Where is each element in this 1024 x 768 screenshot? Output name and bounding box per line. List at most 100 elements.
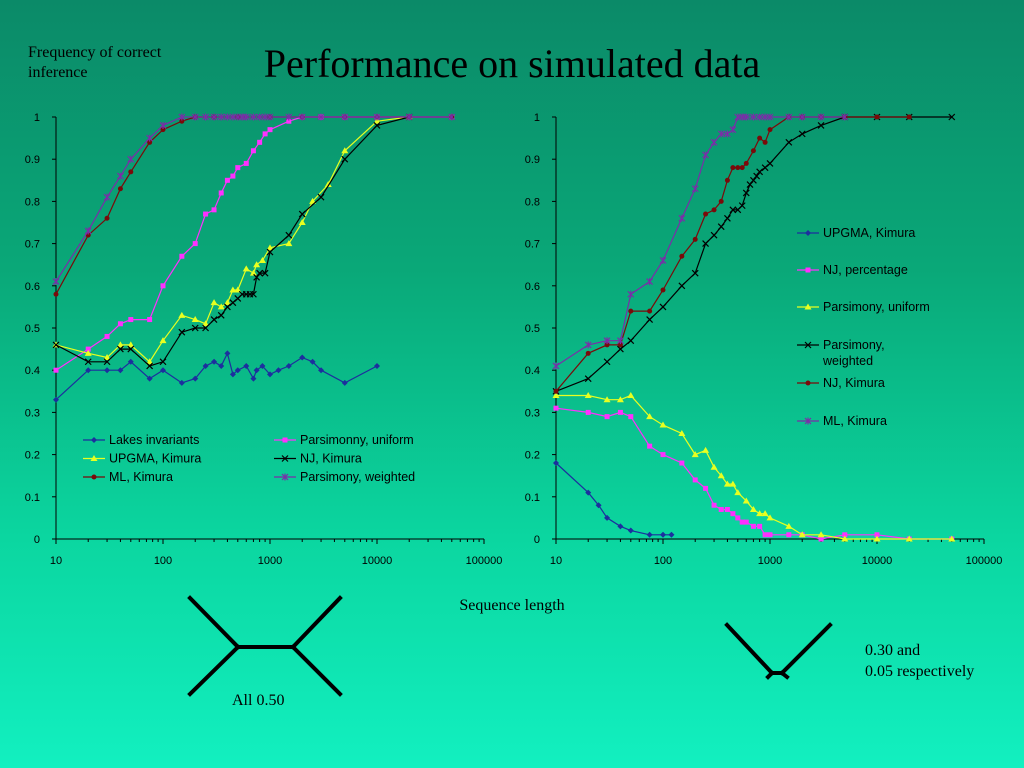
tree-diagram-skewed <box>724 622 833 680</box>
left-legend-ml-kimura-label: ML, Kimura <box>109 470 173 484</box>
left-series-lakes-invariants-point <box>192 375 199 382</box>
left-series-upgma-kimura-points <box>52 113 413 365</box>
left-series-nj-kimura-point <box>341 155 349 163</box>
left-series-upgma-kimura-point <box>341 147 349 154</box>
left-series-parsimonny-uniform-point <box>104 333 110 339</box>
left-series-nj-kimura-point <box>191 324 199 332</box>
left-series-parsimonny-uniform-point <box>224 177 230 183</box>
left-series-lakes-invariants-point <box>178 379 185 386</box>
x-axis-note: Sequence length <box>459 597 565 614</box>
left-series-parsimonny-uniform-point <box>203 211 209 217</box>
left-series-nj-kimura-point <box>84 358 92 366</box>
left-series-lakes-invariants-point <box>218 362 225 369</box>
left-series-parsimony-weighted-point <box>52 278 60 286</box>
left-series-parsimony-weighted-point <box>317 113 325 121</box>
left-series-nj-kimura-point <box>266 248 274 256</box>
left-y-tick-label: 0.9 <box>25 154 40 166</box>
left-series-lakes-invariants-point <box>318 367 325 374</box>
left-series-upgma-kimura-point <box>253 261 261 268</box>
left-y-tick-label: 0.4 <box>25 365 40 377</box>
left-series-upgma-kimura-point <box>309 197 317 204</box>
left-series-lakes-invariants-point <box>275 367 282 374</box>
left-series-parsimony-weighted-point <box>341 113 349 121</box>
left-series-lakes-invariants-point <box>229 371 236 378</box>
left-series-upgma-kimura-point <box>127 341 135 348</box>
left-x-tick-label: 100000 <box>466 555 503 567</box>
left-series-upgma-kimura-point <box>242 265 250 272</box>
left-y-tick-label: 0.6 <box>25 281 40 293</box>
left-y-tick-label: 0 <box>34 534 40 546</box>
left-series-nj-kimura-point <box>261 269 269 277</box>
left-series-upgma-kimura-point <box>324 181 332 188</box>
tree-branch <box>290 644 343 697</box>
left-series-lakes-invariants-point <box>243 362 250 369</box>
left-series-lakes-invariants-point <box>309 358 316 365</box>
left-y-tick-label: 0.5 <box>25 323 40 335</box>
tree-branch <box>765 670 775 680</box>
left-series-lakes-invariants-points <box>53 350 380 403</box>
left-series-ml-kimura-point <box>179 118 185 124</box>
left-series-parsimonny-uniform-point <box>262 131 268 137</box>
left-series-parsimonny-uniform-point <box>250 148 256 154</box>
left-series-ml-kimura-points <box>53 114 455 297</box>
tree-branch <box>779 670 790 680</box>
left-series-parsimonny-uniform-point <box>160 283 166 289</box>
left-series-ml-kimura-point <box>147 139 153 145</box>
left-series-nj-kimura-point <box>373 122 381 129</box>
tree-caption-skewed: 0.30 and 0.05 respectively <box>865 642 975 680</box>
left-series-parsimony-weighted-point <box>285 113 293 121</box>
left-series-nj-kimura-point <box>103 358 111 366</box>
left-series-upgma-kimura-point <box>298 219 306 225</box>
left-series-nj-kimura-line <box>55 116 410 367</box>
left-series-nj-kimura-point <box>116 345 124 353</box>
left-series-parsimony-weighted-point <box>373 113 381 121</box>
left-series-lakes-invariants-point <box>85 367 92 374</box>
left-series-parsimonny-uniform-point <box>117 321 123 327</box>
tree-branch <box>779 622 833 676</box>
left-series-upgma-kimura-point <box>191 316 199 323</box>
left-x-tick-label: 1000 <box>258 555 282 567</box>
left-series-parsimony-weighted-point <box>298 113 306 121</box>
left-series-nj-kimura-point <box>223 303 231 311</box>
tree-caption-balanced: All 0.50 <box>232 692 285 709</box>
left-series-parsimony-weighted-point <box>146 134 154 142</box>
left-series-lakes-invariants-point <box>117 367 124 374</box>
left-series-upgma-kimura-point <box>258 256 266 263</box>
left-series-parsimonny-uniform-point <box>218 190 224 196</box>
left-series-nj-kimura-point <box>285 231 293 239</box>
left-series-parsimonny-uniform-point <box>128 317 134 323</box>
left-series-lakes-invariants-point <box>250 375 257 382</box>
left-series-parsimonny-uniform-point <box>179 253 185 259</box>
left-legend-upgma-kimura-marker <box>90 455 98 461</box>
left-series-upgma-kimura-point <box>285 240 293 247</box>
left-x-tick-label: 10 <box>50 555 62 567</box>
left-legend-lakes-invariants-marker-shape <box>91 437 97 443</box>
left-y-tick-label: 0.2 <box>25 450 40 462</box>
left-series-nj-kimura-point <box>178 328 186 336</box>
tree-branch <box>187 644 241 697</box>
left-series-lakes-invariants-point <box>146 375 153 382</box>
left-series-parsimony-weighted-point <box>261 113 269 121</box>
left-series-parsimonny-uniform-points <box>53 114 455 373</box>
left-series-parsimonny-uniform-line <box>55 116 452 371</box>
left-series-upgma-kimura-point <box>229 286 237 293</box>
left-series-lakes-invariants-point <box>104 367 111 374</box>
left-legend-parsimonny-uniform-marker-shape <box>282 437 288 443</box>
left-legend-parsimony-weighted-marker <box>281 473 289 481</box>
left-series-parsimony-weighted-point <box>178 113 186 121</box>
left-series-nj-kimura-point <box>317 193 325 201</box>
left-x-tick-label: 100 <box>154 555 172 567</box>
left-series-upgma-kimura-point <box>210 299 218 306</box>
left-y-tick-label: 0.3 <box>25 407 40 419</box>
left-series-parsimony-weighted-point <box>127 155 135 163</box>
left-series-upgma-kimura-line <box>55 116 410 363</box>
left-series-upgma-kimura-point <box>116 341 124 348</box>
left-series-nj-kimura-point <box>52 341 60 349</box>
left-series-ml-kimura-point <box>104 215 110 221</box>
left-series-lakes-invariants-point <box>127 358 134 365</box>
left-legend-nj-kimura-marker-shape <box>281 455 289 462</box>
left-series-lakes-invariants-point <box>341 379 348 386</box>
tree-branch <box>290 595 343 650</box>
left-series-parsimony-weighted-points <box>52 113 456 286</box>
left-series-parsimonny-uniform-point <box>243 160 249 166</box>
